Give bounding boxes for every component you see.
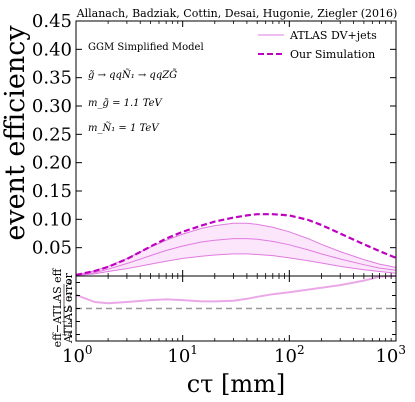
series-line-atlas bbox=[75, 238, 397, 276]
y-tick-label: 0.05 bbox=[32, 238, 72, 259]
ratio-y-tick-label: 0 bbox=[68, 305, 72, 313]
x-tick-label: 101 bbox=[167, 343, 198, 367]
y-tick-label: 0.30 bbox=[32, 96, 72, 117]
y-axis-label: event efficiency bbox=[0, 25, 31, 241]
legend-label-atlas: ATLAS DV+jets bbox=[289, 29, 377, 42]
chart-title: Allanach, Badziak, Cottin, Desai, Hugoni… bbox=[76, 7, 398, 20]
ratio-y-tick-label: −4 bbox=[62, 331, 73, 339]
y-tick-label: 0.15 bbox=[32, 181, 72, 202]
x-tick-label: 100 bbox=[62, 343, 93, 367]
ticks-group: 0.05 0.10 0.15 0.20 0.25 0.30 0.35 0.40 0.45 100 1… bbox=[32, 11, 406, 367]
ratio-y-tick-label: −2 bbox=[62, 318, 72, 326]
legend-label-simulation: Our Simulation bbox=[290, 48, 375, 61]
ratio-y-tick-label: 2 bbox=[68, 292, 72, 300]
series-group bbox=[75, 213, 397, 276]
annotation-model: GGM Simplified Model bbox=[88, 42, 204, 53]
x-tick-label: 102 bbox=[274, 343, 305, 367]
atlas-error-band-group bbox=[75, 222, 397, 277]
ratio-plot-frame bbox=[75, 275, 397, 342]
y-tick-label: 0.40 bbox=[32, 39, 72, 60]
series-line-simulation bbox=[75, 213, 397, 276]
x-tick-label: 103 bbox=[375, 343, 406, 367]
ratio-group bbox=[75, 275, 397, 310]
legend: ATLAS DV+jets Our Simulation bbox=[258, 29, 377, 61]
ratio-y-label-numerator: eff−ATLAS eff bbox=[51, 267, 64, 347]
x-axis-label: cτ [mm] bbox=[187, 370, 286, 398]
ratio-line bbox=[75, 275, 397, 305]
atlas-error-band bbox=[76, 223, 396, 276]
y-tick-label: 0.20 bbox=[32, 153, 72, 174]
annotation-decay: g̃ → qqÑ₁ → qqZG̃ bbox=[88, 69, 177, 81]
y-tick-label: 0.45 bbox=[32, 11, 72, 32]
annotation-neutralino-mass: m_Ñ₁ = 1 TeV bbox=[88, 122, 160, 134]
atlas-band-lower-line bbox=[75, 253, 397, 277]
y-tick-label: 0.25 bbox=[32, 124, 72, 145]
ratio-y-label-denominator: ATLAS error bbox=[62, 272, 75, 344]
y-tick-label: 0.10 bbox=[32, 209, 72, 230]
ratio-y-tick-label: 4 bbox=[68, 279, 73, 287]
annotation-gluino-mass: m_g̃ = 1.1 TeV bbox=[88, 98, 164, 109]
y-tick-label: 0.35 bbox=[32, 68, 72, 89]
